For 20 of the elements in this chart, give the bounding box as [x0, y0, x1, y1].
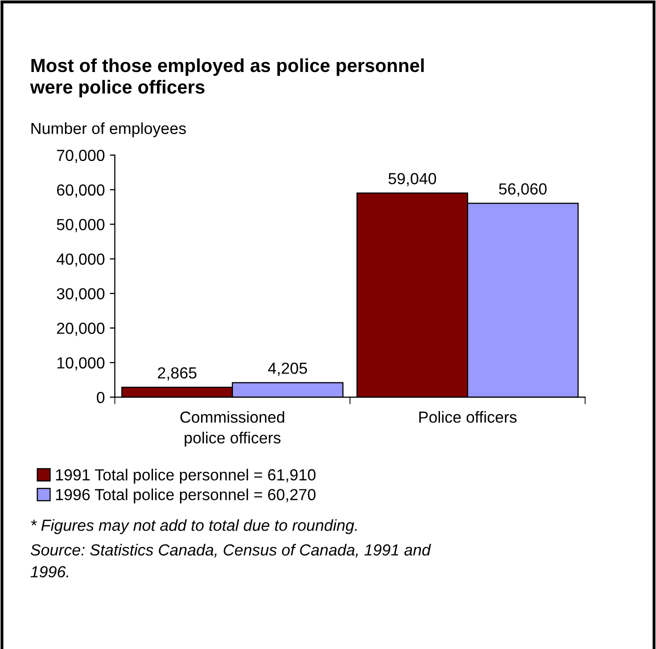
- y-tick-label: 20,000: [57, 322, 104, 336]
- y-tick-label: 40,000: [56, 253, 104, 267]
- chart-title: Most of those employed as police personnel were police officers: [30, 58, 424, 98]
- y-tick-label: 70,000: [57, 150, 104, 163]
- data-label: 56,060: [499, 183, 547, 196]
- data-label: 2,865: [158, 367, 196, 380]
- y-tick-label: 0: [96, 392, 104, 404]
- y-tick-label: 60,000: [57, 184, 104, 198]
- y-tick-label: 10,000: [57, 357, 104, 370]
- data-label: 59,040: [388, 172, 436, 186]
- x-tick-label: Police officers: [419, 411, 517, 423]
- data-label: 4,205: [268, 362, 307, 376]
- y-axis-title: Number of employees: [31, 122, 186, 138]
- y-tick-label: 50,000: [56, 218, 104, 232]
- legend-label: 1991 Total police personnel = 61,910: [56, 468, 316, 484]
- y-tick-label: 30,000: [56, 288, 104, 302]
- legend-label: 1996 Total police personnel = 60,270: [56, 488, 316, 504]
- text: * Figures may not add to total due to rounding.: [31, 519, 357, 534]
- source-note: Source: Statistics Canada, Census of Canada, 1991 and 1996.: [30, 544, 432, 578]
- x-tick-label: Commissioned police officers: [180, 411, 284, 447]
